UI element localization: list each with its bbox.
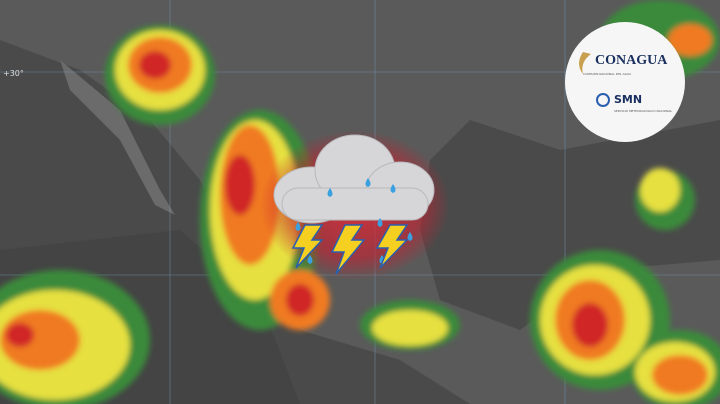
logo: CONAGUA COMISIÓN NACIONAL DEL AGUA SMN S… [565, 22, 685, 142]
logo-service-subtitle: SERVICIO METEOROLÓGICO NACIONAL [614, 108, 672, 113]
latitude-label: +30° [3, 69, 24, 78]
logo-subtitle: COMISIÓN NACIONAL DEL AGUA [583, 71, 632, 76]
logo-service: SMN [614, 93, 642, 106]
logo-mark [579, 52, 591, 74]
storm-icon [260, 130, 450, 280]
peninsula [60, 60, 175, 215]
smn-mark [596, 93, 610, 107]
logo-name: CONAGUA [595, 53, 668, 68]
